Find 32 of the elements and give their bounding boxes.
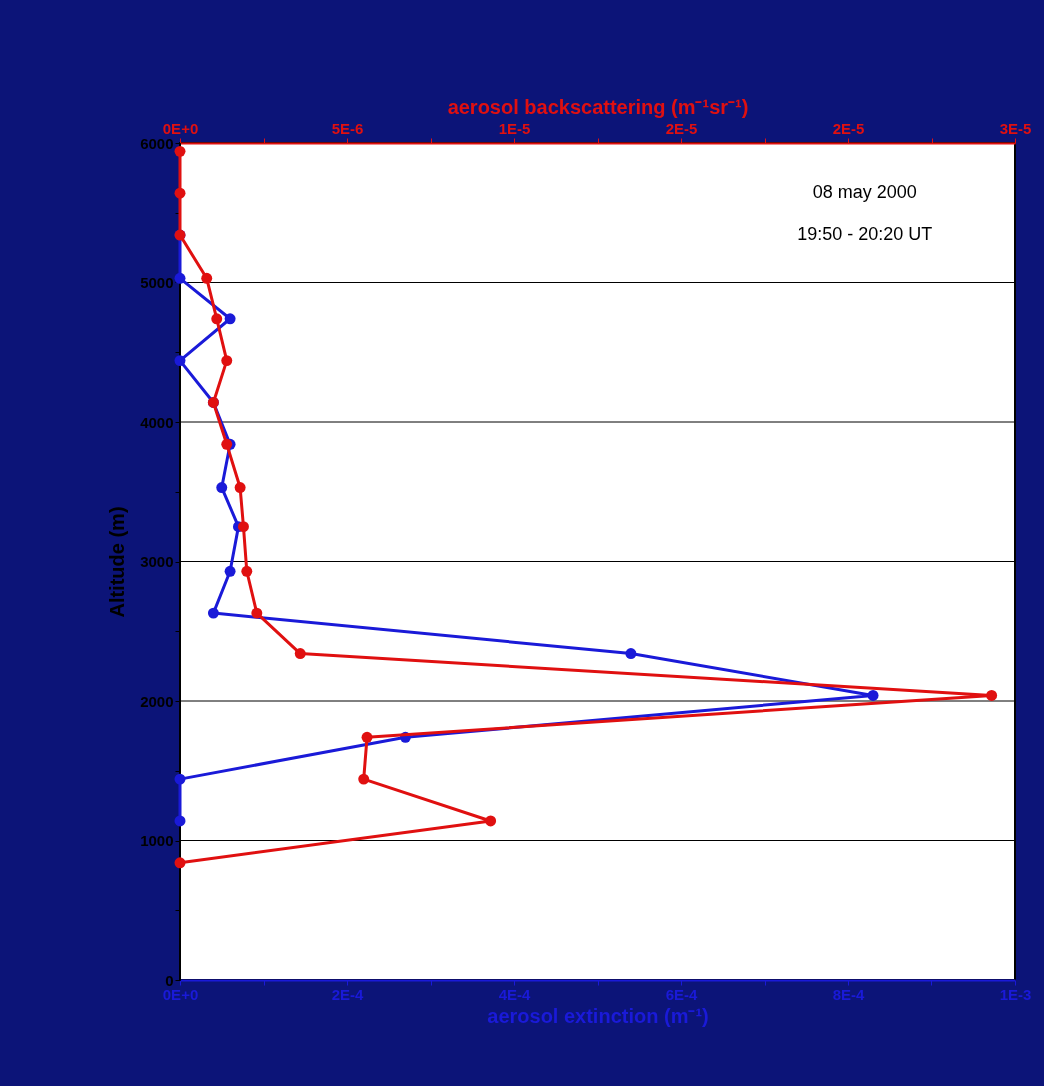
x2-axis-title: aerosol backscattering (m⁻¹sr⁻¹) bbox=[447, 95, 749, 118]
point bbox=[174, 815, 186, 827]
y-tick-label: 4000 bbox=[140, 413, 174, 431]
x-tick-label: 6E-4 bbox=[665, 985, 698, 1003]
x-tick-label: 2E-4 bbox=[331, 985, 364, 1003]
x2-tick-label: 1E-5 bbox=[498, 119, 531, 137]
x-tick-label: 8E-4 bbox=[832, 985, 865, 1003]
x2-tick-label: 2E-5 bbox=[832, 119, 865, 137]
point bbox=[224, 313, 236, 325]
y-tick-label: 1000 bbox=[140, 832, 174, 849]
point bbox=[216, 482, 228, 494]
annotation: 08 may 2000 bbox=[812, 182, 917, 202]
point bbox=[867, 689, 879, 701]
point bbox=[174, 355, 186, 367]
annotation: 19:50 - 20:20 UT bbox=[797, 224, 933, 244]
x2-tick-label: 3E-5 bbox=[999, 119, 1032, 137]
x-tick-label: 1E-3 bbox=[999, 985, 1032, 1003]
y-tick-label: 5000 bbox=[140, 274, 174, 291]
x2-tick-label: 0E+0 bbox=[162, 119, 199, 137]
point bbox=[174, 272, 186, 284]
y-tick-label: 6000 bbox=[140, 134, 174, 152]
x-axis-title: aerosol extinction (m⁻¹) bbox=[487, 1004, 709, 1027]
x2-tick-label: 2E-5 bbox=[665, 119, 698, 137]
y-tick-label: 3000 bbox=[140, 553, 174, 570]
y-axis-title: Altitude (m) bbox=[106, 506, 129, 618]
point bbox=[174, 773, 186, 785]
point bbox=[207, 607, 219, 619]
point bbox=[625, 648, 637, 660]
y-tick-label: 2000 bbox=[140, 692, 174, 710]
x2-tick-label: 5E-6 bbox=[331, 119, 364, 137]
point bbox=[224, 565, 236, 577]
x-tick-label: 4E-4 bbox=[498, 985, 531, 1003]
